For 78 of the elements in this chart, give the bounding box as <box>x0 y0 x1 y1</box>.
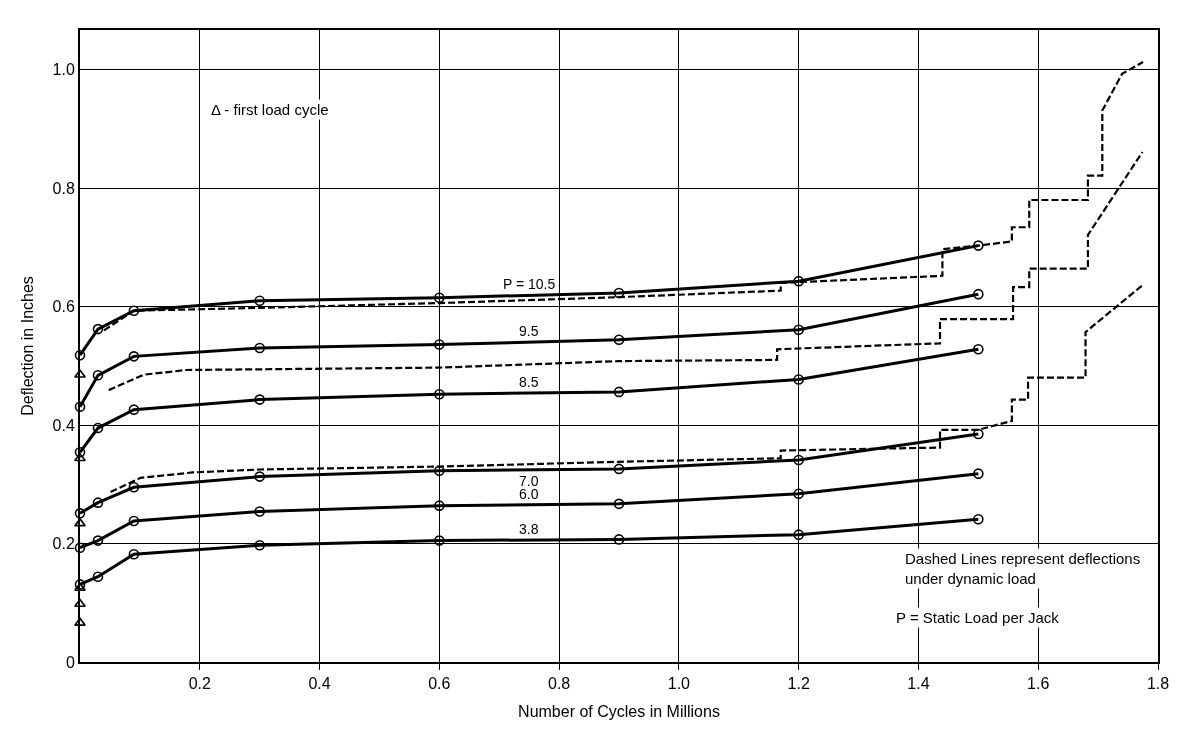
point <box>793 488 804 500</box>
annotation: Dashed Lines represent deflections under dynamic load <box>905 550 1141 587</box>
point <box>74 617 86 626</box>
series-label: 6.0 <box>519 486 539 502</box>
point <box>613 287 625 299</box>
point <box>434 500 445 511</box>
y-tick-label: 0 <box>65 653 75 671</box>
point <box>254 471 265 482</box>
y-tick-label: 1.0 <box>52 61 75 79</box>
point <box>434 388 445 400</box>
point <box>128 404 140 415</box>
point <box>74 349 86 361</box>
x-tick-label: 1.6 <box>1027 675 1050 693</box>
point <box>128 515 140 527</box>
x-tick-label: 1.2 <box>787 675 810 693</box>
point <box>92 370 104 381</box>
point <box>973 513 984 525</box>
point <box>74 542 86 553</box>
point <box>128 548 140 560</box>
point <box>973 240 984 251</box>
point <box>434 465 445 476</box>
point <box>254 295 265 306</box>
point <box>74 598 86 607</box>
x-tick-label: 0.8 <box>547 675 571 693</box>
series-label: P = 10.5 <box>503 276 556 292</box>
point <box>434 292 445 304</box>
point <box>128 481 140 493</box>
point <box>74 401 86 413</box>
point <box>254 342 265 354</box>
point <box>434 339 445 350</box>
point <box>793 324 804 336</box>
point <box>793 529 804 540</box>
annotation: P = Static Load per Jack <box>896 609 1060 626</box>
point <box>793 275 804 287</box>
y-tick-label: 0.8 <box>52 179 75 197</box>
x-tick-label: 1.4 <box>907 675 930 693</box>
x-tick-label: 0.6 <box>428 675 451 693</box>
point <box>613 534 625 545</box>
point <box>74 508 86 519</box>
point <box>92 497 104 508</box>
x-axis-title: Number of Cycles in Millions <box>518 703 720 721</box>
point <box>973 343 984 355</box>
point <box>254 506 265 517</box>
point <box>92 422 104 434</box>
series-label: 3.8 <box>519 521 539 537</box>
y-tick-label: 0.6 <box>52 298 75 316</box>
annotation: Δ - first load cycle <box>211 101 329 118</box>
point <box>973 288 984 300</box>
point <box>74 452 86 462</box>
point <box>434 535 445 546</box>
point <box>973 428 984 440</box>
point <box>128 305 140 317</box>
point <box>74 518 86 527</box>
point <box>74 369 86 378</box>
point <box>973 468 984 479</box>
series-label: 9.5 <box>519 323 539 339</box>
point <box>254 394 265 405</box>
point <box>613 386 625 398</box>
x-tick-label: 0.2 <box>188 675 211 693</box>
x-tick-label: 1.0 <box>667 675 691 693</box>
point <box>92 571 104 583</box>
y-tick-label: 0.2 <box>52 535 75 553</box>
y-axis-title: Deflection in Inches <box>18 276 36 416</box>
point <box>793 374 804 385</box>
point <box>254 540 265 551</box>
series-label: 7.0 <box>519 473 539 489</box>
point <box>613 463 625 475</box>
point <box>613 334 625 346</box>
x-tick-label: 1.8 <box>1146 675 1170 693</box>
point <box>128 351 140 362</box>
point <box>793 454 804 466</box>
point <box>92 535 104 546</box>
point <box>74 447 86 458</box>
point <box>613 498 625 510</box>
y-tick-label: 0.4 <box>52 416 75 434</box>
series-label: 8.5 <box>519 374 539 390</box>
point <box>92 323 104 335</box>
x-tick-label: 0.4 <box>308 675 331 693</box>
